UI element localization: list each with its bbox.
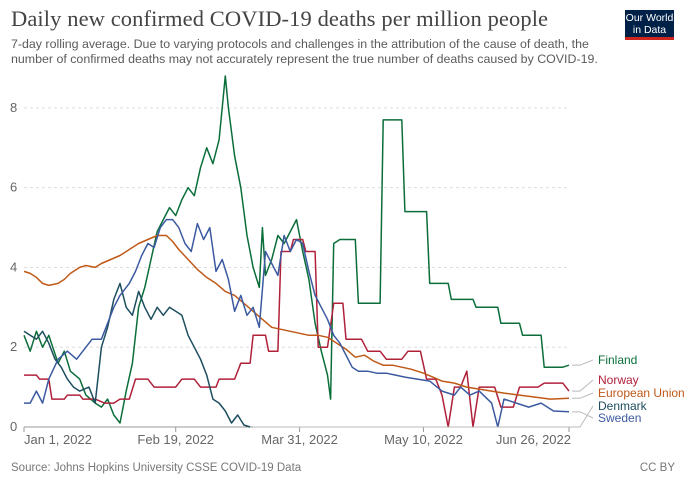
chart-subtitle: 7-day rolling average. Due to varying pr… bbox=[11, 37, 598, 66]
x-axis-ticks: Jan 1, 2022 Feb 19, 2022 Mar 31, 2022 May 1… bbox=[23, 427, 571, 447]
y-tick-label: 8 bbox=[10, 100, 17, 115]
series-line-european-union[interactable] bbox=[23, 234, 570, 400]
owid-logo[interactable]: Our World in Data bbox=[625, 10, 674, 40]
legend-connector bbox=[572, 392, 594, 399]
series-line-finland[interactable] bbox=[23, 75, 570, 424]
x-tick-label: Mar 31, 2022 bbox=[261, 432, 338, 447]
logo-accent-bar bbox=[625, 37, 674, 40]
legend-label-european-union[interactable]: European Union bbox=[598, 386, 685, 400]
series-line-denmark[interactable] bbox=[23, 282, 251, 428]
y-tick-label: 0 bbox=[10, 419, 17, 434]
x-tick-label: Feb 19, 2022 bbox=[137, 432, 214, 447]
x-tick-label: Jan 1, 2022 bbox=[24, 432, 92, 447]
x-tick-label: May 10, 2022 bbox=[384, 432, 463, 447]
logo-line-2: in Data bbox=[632, 23, 667, 36]
legend-label-norway[interactable]: Norway bbox=[598, 373, 639, 387]
gridlines bbox=[24, 107, 569, 428]
series-line-sweden[interactable] bbox=[24, 218, 570, 428]
license-link[interactable]: CC BY bbox=[639, 462, 675, 474]
legend-connector bbox=[253, 405, 594, 428]
chart-title: Daily new confirmed COVID-19 deaths per … bbox=[11, 6, 549, 31]
legend-label-denmark[interactable]: Denmark bbox=[598, 399, 648, 413]
series-line-norway[interactable] bbox=[24, 238, 570, 428]
logo-line-1: Our World bbox=[625, 12, 674, 24]
y-tick-label: 4 bbox=[10, 259, 17, 274]
legend-connector bbox=[572, 359, 594, 366]
y-tick-label: 6 bbox=[10, 180, 17, 195]
y-tick-label: 2 bbox=[10, 339, 17, 354]
x-tick-label: Jun 26, 2022 bbox=[496, 432, 571, 447]
legend-connector bbox=[572, 411, 594, 419]
legend-label-finland[interactable]: Finland bbox=[598, 353, 637, 367]
source-note: Source: Johns Hopkins University CSSE CO… bbox=[11, 462, 302, 474]
series-lines bbox=[23, 75, 570, 428]
legend-label-sweden[interactable]: Sweden bbox=[598, 411, 641, 425]
y-axis-ticks: 0 2 4 6 8 bbox=[10, 100, 17, 434]
legend-connector bbox=[572, 379, 594, 392]
